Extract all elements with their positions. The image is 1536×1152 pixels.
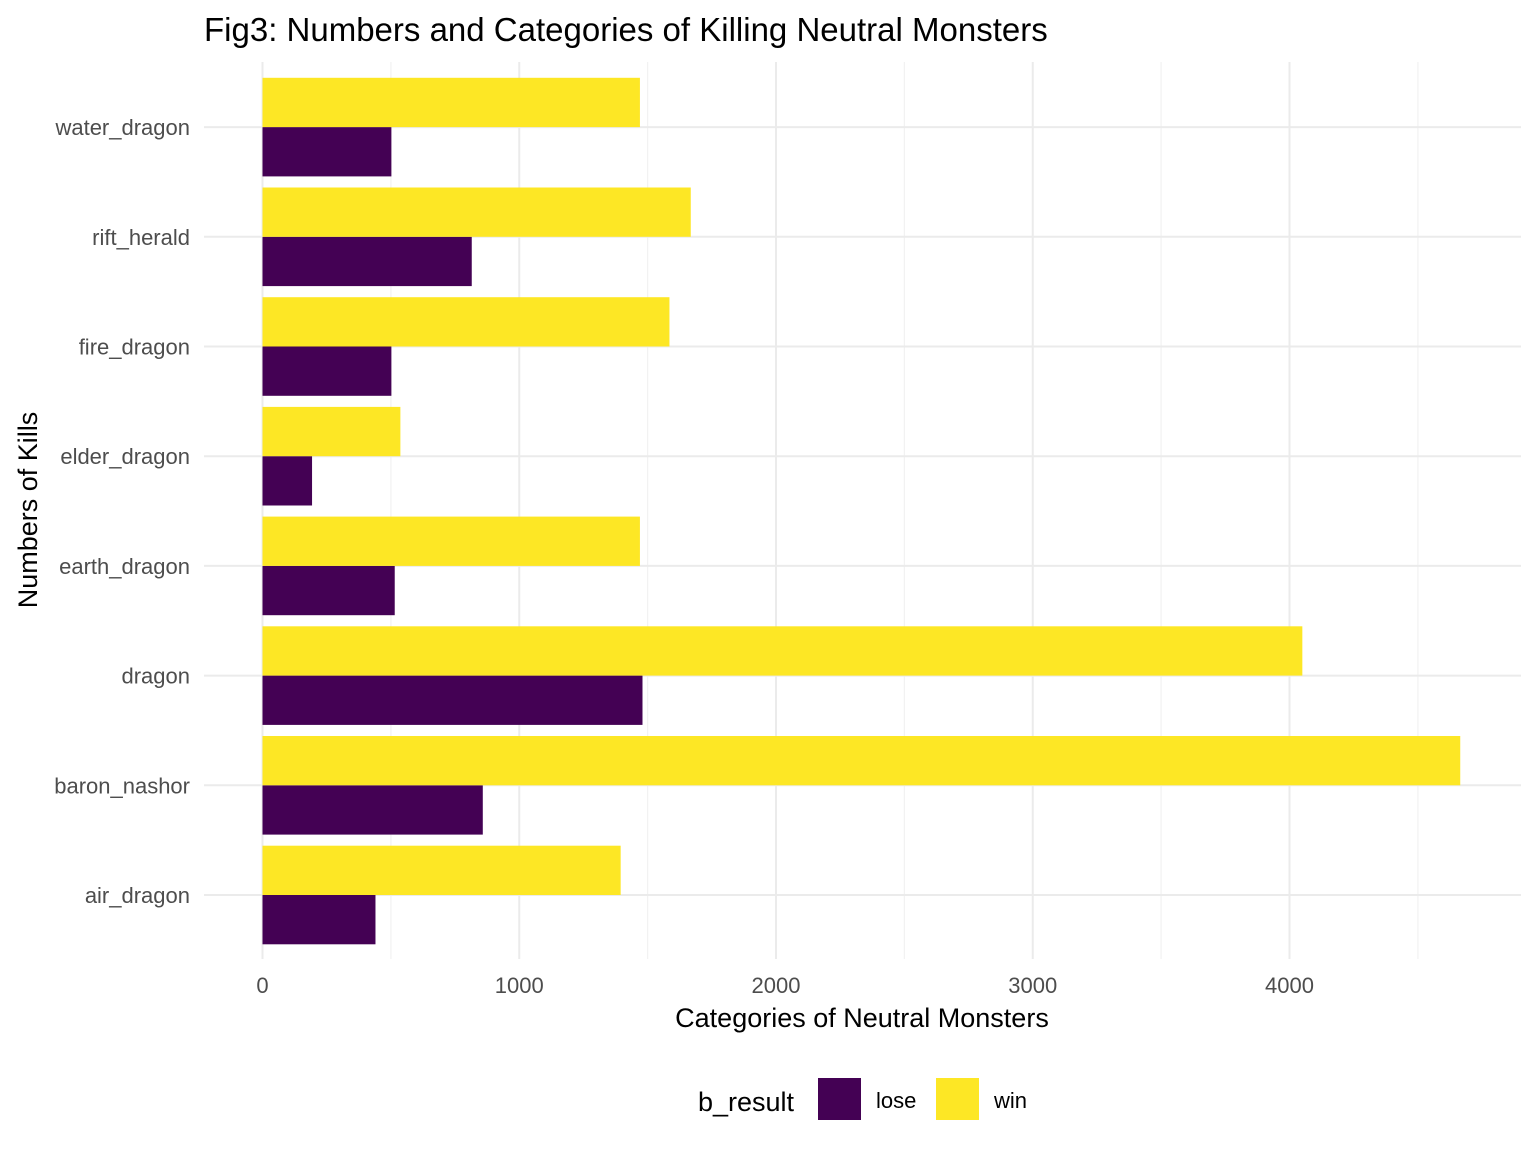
y-axis-title: Numbers of Kills <box>13 412 43 609</box>
y-tick-label: rift_herald <box>92 225 190 250</box>
x-axis-title: Categories of Neutral Monsters <box>675 1003 1049 1033</box>
bar-win-baron_nashor <box>262 736 1461 786</box>
legend-key-lose <box>818 1078 861 1120</box>
bar-win-dragon <box>262 626 1303 676</box>
bar-lose-rift_herald <box>262 236 472 287</box>
legend-title: b_result <box>698 1087 795 1117</box>
y-tick-label: water_dragon <box>54 115 190 140</box>
y-tick-label: elder_dragon <box>60 444 190 469</box>
x-tick-label: 0 <box>256 973 268 998</box>
x-tick-label: 4000 <box>1265 973 1314 998</box>
bar-win-rift_herald <box>262 187 691 237</box>
legend: b_result lose win <box>698 1078 1027 1120</box>
x-tick-label: 1000 <box>495 973 544 998</box>
bar-lose-elder_dragon <box>262 456 313 506</box>
legend-label-win: win <box>993 1088 1027 1113</box>
y-tick-label: earth_dragon <box>59 554 190 579</box>
y-axis-tick-labels: air_dragon baron_nashor dragon earth_dragon… <box>54 115 190 908</box>
bar-lose-fire_dragon <box>262 346 392 396</box>
bar-win-elder_dragon <box>262 406 401 457</box>
bars <box>262 77 1461 945</box>
y-tick-label: air_dragon <box>85 883 190 908</box>
x-tick-label: 2000 <box>752 973 801 998</box>
bar-lose-air_dragon <box>262 895 376 945</box>
bar-lose-baron_nashor <box>262 785 483 835</box>
legend-label-lose: lose <box>876 1088 916 1113</box>
chart-title: Fig3: Numbers and Categories of Killing … <box>204 11 1048 48</box>
bar-lose-dragon <box>262 675 643 725</box>
y-tick-label: baron_nashor <box>54 773 190 798</box>
legend-key-win <box>936 1078 979 1120</box>
x-tick-label: 3000 <box>1008 973 1057 998</box>
bar-win-water_dragon <box>262 77 640 128</box>
y-tick-label: fire_dragon <box>79 335 190 360</box>
y-tick-label: dragon <box>121 664 190 689</box>
bar-lose-earth_dragon <box>262 565 395 616</box>
bar-win-air_dragon <box>262 845 621 895</box>
bar-win-earth_dragon <box>262 516 640 566</box>
x-axis-tick-labels: 0 1000 2000 3000 4000 <box>256 973 1314 998</box>
bar-lose-water_dragon <box>262 127 392 177</box>
bar-win-fire_dragon <box>262 297 670 347</box>
